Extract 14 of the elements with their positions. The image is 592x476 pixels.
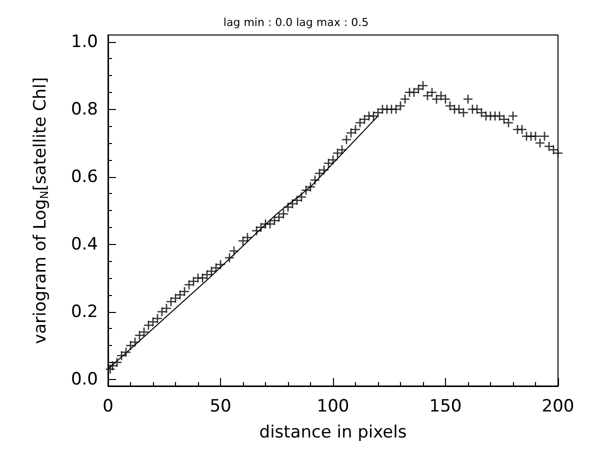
chart-title: lag min : 0.0 lag max : 0.5 [223, 16, 369, 29]
y-tick-label: 0.0 [70, 369, 98, 390]
y-tick-label: 1.0 [70, 32, 98, 52]
x-axis-title: distance in pixels [259, 422, 407, 442]
x-tick-label: 150 [429, 396, 462, 416]
y-tick-label: 0.2 [70, 302, 98, 322]
y-axis-title: variogram of LogN[satellite Chl] [30, 77, 51, 344]
x-tick-label: 50 [210, 396, 232, 416]
y-tick-label: 0.6 [70, 166, 98, 187]
x-tick-label: 0 [102, 396, 114, 416]
y-tick-label: 0.4 [70, 234, 98, 254]
y-tick-label: 0.8 [70, 99, 98, 120]
x-tick-label: 200 [542, 396, 574, 416]
x-tick-label: 100 [316, 396, 350, 416]
